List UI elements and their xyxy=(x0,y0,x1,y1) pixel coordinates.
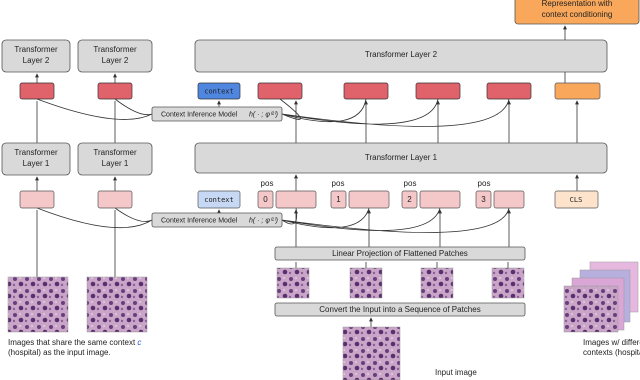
cim-label: Context Inference Model xyxy=(161,217,238,224)
tokens xyxy=(19,82,601,100)
cim-box xyxy=(151,212,283,228)
caption-symbol: c xyxy=(137,338,141,347)
cim-math: h( · ; φ⁽¹⁾) xyxy=(249,216,278,224)
pos-index: 0 xyxy=(263,195,268,204)
pos-label: pos xyxy=(478,179,491,188)
caption: contexts (hospitals). xyxy=(583,348,640,357)
layer-label: Transformer xyxy=(93,45,137,54)
projection-label: Linear Projection of Flattened Patches xyxy=(332,249,468,258)
layer-label: Layer 1 xyxy=(102,159,129,168)
patches xyxy=(276,267,525,299)
layer-label: Transformer Layer 1 xyxy=(365,153,438,162)
layer-box xyxy=(77,39,153,73)
pos-label: pos xyxy=(404,179,417,188)
layer-box xyxy=(1,142,71,176)
context-token: context xyxy=(204,88,234,96)
pos-label: pos xyxy=(261,179,274,188)
pos-label: pos xyxy=(332,179,345,188)
context-token: context xyxy=(204,196,234,204)
tokens xyxy=(19,190,599,209)
cim-math: h( · ; φ⁽²⁾) xyxy=(249,110,278,118)
layer-label: Transformer xyxy=(14,45,58,54)
pos-index: 3 xyxy=(481,195,486,204)
layer-label: Transformer xyxy=(93,148,137,157)
caption: (hospital) as the input image. xyxy=(8,348,111,357)
context-image xyxy=(7,276,69,333)
input-image xyxy=(342,326,401,380)
layer-label: Layer 2 xyxy=(102,56,129,65)
layer-box xyxy=(194,39,608,73)
convert-box xyxy=(274,302,526,317)
output-text: context conditioning xyxy=(542,10,613,19)
output-box xyxy=(514,0,640,25)
input-image-label: Input image xyxy=(435,368,477,377)
cim-box xyxy=(151,106,283,122)
cim-label: Context Inference Model xyxy=(161,111,238,118)
convert-label: Convert the Input into a Sequence of Pat… xyxy=(319,305,480,314)
caption: Images w/ different xyxy=(583,338,640,347)
context-image xyxy=(86,276,148,333)
layer-label: Layer 2 xyxy=(23,56,50,65)
output-text: Representation with xyxy=(542,0,613,8)
caption-text: Images that share the same context xyxy=(8,338,136,347)
pos-index: 1 xyxy=(336,195,341,204)
layer-label: Layer 1 xyxy=(23,159,50,168)
layer-label: Transformer xyxy=(14,148,58,157)
layer-box xyxy=(77,142,153,176)
pos-index: 2 xyxy=(407,195,412,204)
layer-label: Transformer Layer 2 xyxy=(365,50,438,59)
caption: Images that share the same context c xyxy=(8,338,141,347)
layer-box xyxy=(194,142,608,174)
different-images xyxy=(563,261,639,333)
projection-box xyxy=(274,246,526,261)
cls-token: CLS xyxy=(570,196,583,204)
layer-box xyxy=(1,39,71,73)
